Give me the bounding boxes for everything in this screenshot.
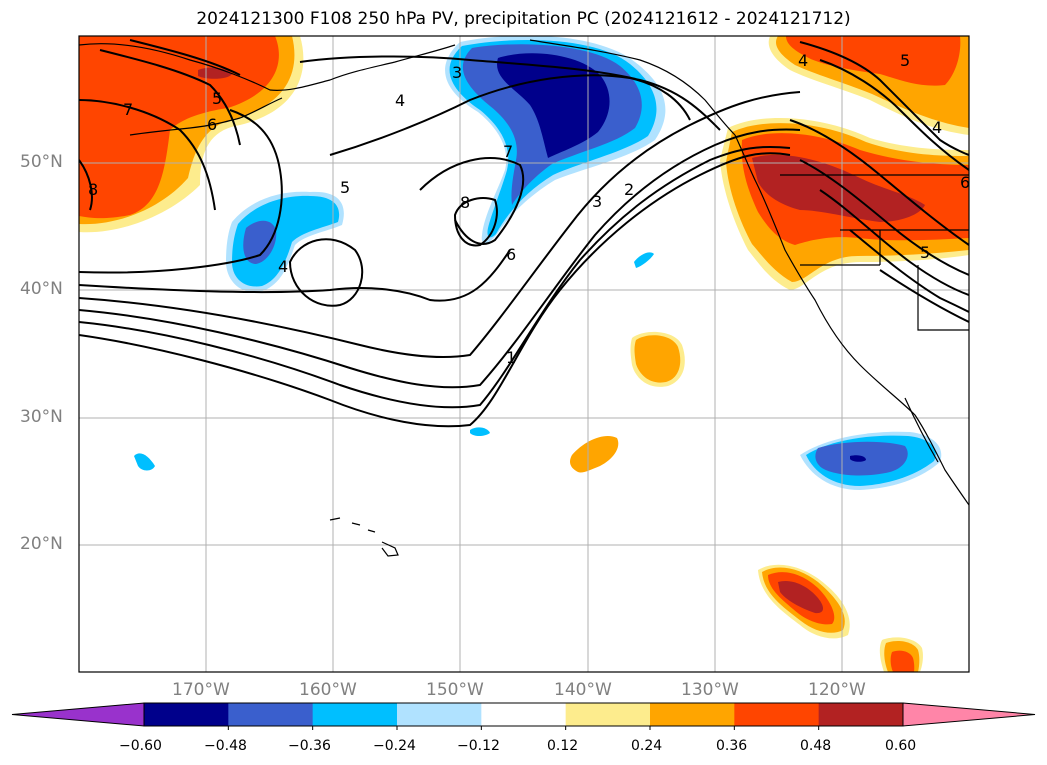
contour-label: 5 bbox=[212, 89, 222, 108]
contour-label: 3 bbox=[592, 192, 602, 211]
contour-label: 4 bbox=[278, 257, 288, 276]
precip-anomaly-negative bbox=[634, 252, 654, 268]
colorbar-tick-label: −0.60 bbox=[119, 738, 162, 754]
pv-contour-nw-2 bbox=[129, 39, 241, 76]
precip-anomaly-positive bbox=[79, 36, 279, 219]
pv-contour-4 bbox=[79, 91, 801, 358]
map-title: 2024121300 F108 250 hPa PV, precipitatio… bbox=[196, 9, 851, 29]
pv-contour-2 bbox=[79, 145, 791, 409]
pv-contour-3 bbox=[79, 128, 801, 389]
west-coast-coastline bbox=[734, 134, 969, 506]
pv-contour-8-left bbox=[79, 159, 93, 211]
pv-contour-east-7 bbox=[879, 269, 969, 323]
pv-contour-east-3 bbox=[789, 119, 969, 246]
lon-label: 160°W bbox=[299, 680, 357, 700]
contour-label: 6 bbox=[207, 115, 217, 134]
contour-label: 5 bbox=[920, 243, 930, 262]
precip-anomaly-negative bbox=[470, 427, 490, 436]
lon-label: 170°W bbox=[172, 680, 230, 700]
pv-contour-6 bbox=[79, 109, 283, 274]
hawaii-islands bbox=[329, 517, 399, 557]
pv-contour-7-left bbox=[79, 99, 216, 211]
pv-contour-5 bbox=[79, 249, 511, 302]
precip-anomaly-positive bbox=[890, 650, 915, 672]
lon-label: 150°W bbox=[426, 680, 484, 700]
pv-contour-east-4 bbox=[799, 159, 969, 276]
contour-label: 1 bbox=[506, 348, 516, 367]
precip-anomaly-negative bbox=[232, 195, 340, 287]
contour-label: 4 bbox=[798, 51, 808, 70]
precip-anomaly-negative bbox=[134, 453, 155, 471]
precip-anomaly-positive bbox=[786, 36, 961, 86]
precip-anomaly-negative bbox=[497, 53, 610, 158]
lat-label: 20°N bbox=[20, 534, 63, 554]
pv-contour-east-6 bbox=[849, 229, 969, 313]
contour-labels: 3 4 5 7 8 6 5 7 8 4 3 2 6 1 4 5 4 6 5 bbox=[88, 51, 970, 367]
pv-contour-3-upper bbox=[329, 74, 691, 156]
pv-contour-east-2 bbox=[819, 59, 969, 171]
pv-contour-east-1 bbox=[799, 41, 969, 156]
contour-label: 8 bbox=[460, 193, 470, 212]
lon-label: 140°W bbox=[554, 680, 612, 700]
contour-label: 7 bbox=[123, 100, 133, 119]
pv-contour-8 bbox=[453, 197, 498, 247]
colorbar-tick-label: 0.24 bbox=[631, 738, 663, 754]
colorbar-tick-label: 0.48 bbox=[800, 738, 832, 754]
aleutian-coastline bbox=[129, 97, 283, 136]
precip-anomaly-positive bbox=[752, 154, 925, 222]
pv-contour-4-upper bbox=[299, 55, 721, 131]
state-boundaries bbox=[800, 229, 969, 331]
alaska-coastline bbox=[79, 39, 736, 136]
contour-label: 4 bbox=[932, 118, 942, 137]
pv-contour-1 bbox=[79, 152, 791, 428]
precip-anomaly-positive bbox=[778, 580, 824, 614]
contour-label: 3 bbox=[452, 63, 462, 82]
colorbar-tick-label: −0.24 bbox=[373, 738, 416, 754]
contour-label: 5 bbox=[340, 178, 350, 197]
coastlines bbox=[79, 39, 969, 557]
lon-label: 130°W bbox=[681, 680, 739, 700]
contour-label: 6 bbox=[506, 245, 516, 264]
pv-contour-7 bbox=[419, 157, 525, 245]
contour-label: 6 bbox=[960, 173, 970, 192]
precip-anomaly-positive bbox=[634, 335, 681, 383]
lat-label: 50°N bbox=[20, 152, 63, 172]
lon-label: 120°W bbox=[808, 680, 866, 700]
lat-label: 30°N bbox=[20, 407, 63, 427]
graticule bbox=[79, 36, 969, 672]
baja-coastline bbox=[904, 397, 939, 463]
contour-label: 4 bbox=[395, 91, 405, 110]
colorbar-tick-label: −0.12 bbox=[457, 738, 500, 754]
pv-contour-nw-1 bbox=[99, 49, 241, 146]
contour-label: 8 bbox=[88, 180, 98, 199]
contour-label: 2 bbox=[624, 180, 634, 199]
precip-anomaly-negative bbox=[850, 455, 866, 462]
contour-label: 7 bbox=[503, 142, 513, 161]
precip-anomaly-positive bbox=[570, 435, 619, 473]
colorbar-tick-label: 0.36 bbox=[716, 738, 748, 754]
colorbar-tick-label: −0.36 bbox=[288, 738, 331, 754]
lat-label: 40°N bbox=[20, 279, 63, 299]
colorbar-tick-label: 0.60 bbox=[885, 738, 917, 754]
contour-label: 5 bbox=[900, 51, 910, 70]
colorbar-tick-label: 0.12 bbox=[547, 738, 579, 754]
colorbar-tick-label: −0.48 bbox=[204, 738, 247, 754]
precip-anomaly-negative bbox=[243, 220, 277, 264]
plot-frame bbox=[78, 35, 970, 673]
pv-contour-east-5 bbox=[819, 189, 969, 296]
pv-contour-ring bbox=[288, 238, 364, 307]
pv-contours bbox=[79, 39, 969, 428]
